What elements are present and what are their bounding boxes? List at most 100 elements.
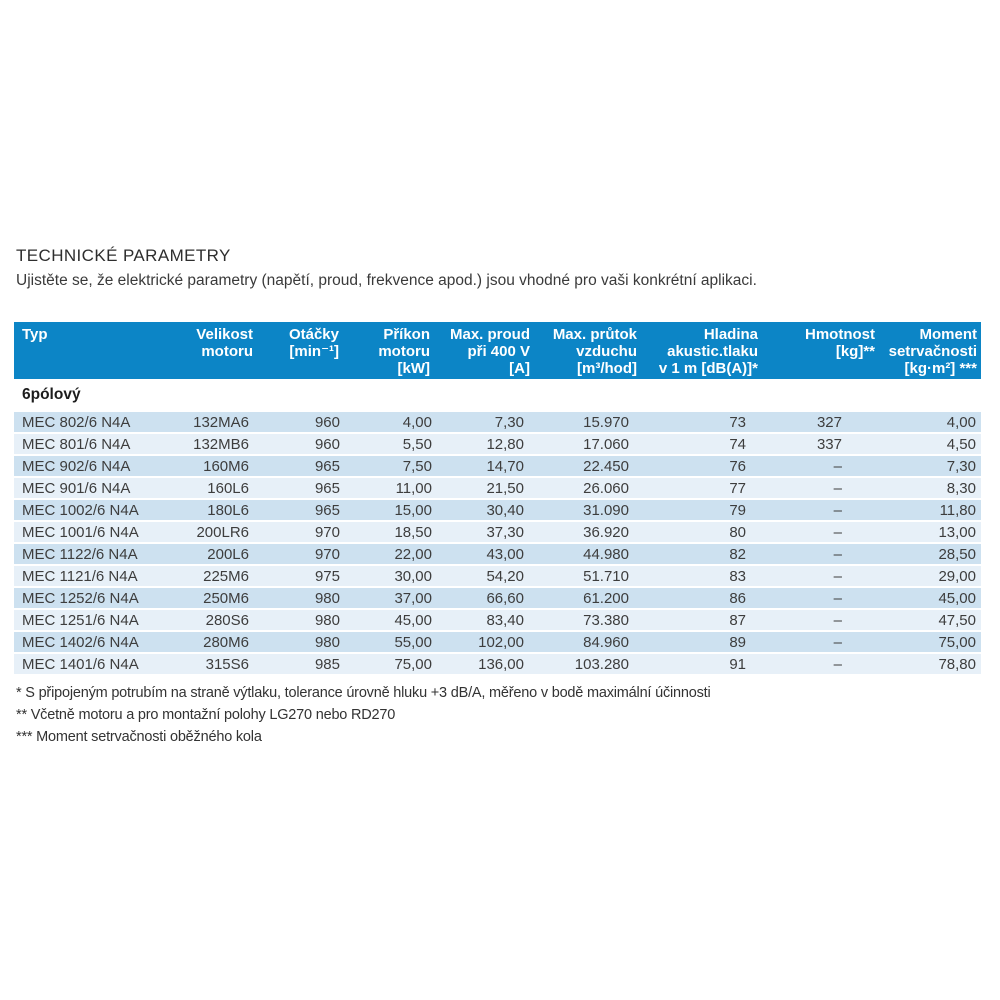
cell-value: 36.920 <box>534 522 641 544</box>
cell-value: – <box>762 610 879 632</box>
cell-value: 132MA6 <box>164 412 257 434</box>
cell-value: – <box>762 632 879 654</box>
page-title: TECHNICKÉ PARAMETRY <box>16 246 231 265</box>
cell-value: 44.980 <box>534 544 641 566</box>
footnote: *** Moment setrvačnosti oběžného kola <box>16 729 262 745</box>
cell-value: – <box>762 544 879 566</box>
cell-value: 91 <box>641 654 762 676</box>
cell-type: MEC 901/6 N4A <box>14 478 164 500</box>
cell-value: 28,50 <box>879 544 981 566</box>
column-header-line: Typ <box>22 326 48 343</box>
column-header-line: Hmotnost <box>805 326 875 343</box>
cell-value: 21,50 <box>434 478 534 500</box>
table-row: MEC 801/6 N4A 132MB6 960 5,50 12,80 17.060 74 3… <box>14 434 981 456</box>
cell-value: 15,00 <box>343 500 434 522</box>
cell-value: – <box>762 566 879 588</box>
cell-type: MEC 1252/6 N4A <box>14 588 164 610</box>
column-header-line: [kg]** <box>835 343 875 360</box>
cell-value: 250M6 <box>164 588 257 610</box>
cell-value: 200L6 <box>164 544 257 566</box>
cell-value: 30,40 <box>434 500 534 522</box>
cell-value: 17.060 <box>534 434 641 456</box>
cell-value: 14,70 <box>434 456 534 478</box>
cell-value: 47,50 <box>879 610 981 632</box>
cell-value: 7,30 <box>434 412 534 434</box>
cell-value: 975 <box>257 566 343 588</box>
column-header: Max. průtok vzduchu [m³/hod] <box>534 322 641 379</box>
column-header: Hladina akustic.tlaku v 1 m [dB(A)]* <box>641 322 762 379</box>
column-header-line: [A] <box>509 360 530 377</box>
cell-value: 45,00 <box>343 610 434 632</box>
table-row: MEC 1252/6 N4A 250M6 980 37,00 66,60 61.200 86… <box>14 588 981 610</box>
cell-value: 66,60 <box>434 588 534 610</box>
cell-value: 8,30 <box>879 478 981 500</box>
cell-type: MEC 1122/6 N4A <box>14 544 164 566</box>
column-header-line: [kg·m²] *** <box>904 360 977 377</box>
cell-value: 26.060 <box>534 478 641 500</box>
cell-value: 4,50 <box>879 434 981 456</box>
column-header-line: motoru <box>201 343 253 360</box>
cell-value: 980 <box>257 632 343 654</box>
footnote: ** Včetně motoru a pro montažní polohy L… <box>16 707 396 723</box>
table-row: MEC 1121/6 N4A 225M6 975 30,00 54,20 51.710 83… <box>14 566 981 588</box>
table-row: MEC 1001/6 N4A 200LR6 970 18,50 37,30 36.920 8… <box>14 522 981 544</box>
cell-value: 83,40 <box>434 610 534 632</box>
cell-value: 11,80 <box>879 500 981 522</box>
cell-type: MEC 1121/6 N4A <box>14 566 164 588</box>
cell-value: 75,00 <box>343 654 434 676</box>
parameters-table: Typ Velikost motoru Otáčky [min⁻¹] Příkon moto… <box>14 322 981 676</box>
table-row: MEC 802/6 N4A 132MA6 960 4,00 7,30 15.970 73 32… <box>14 412 981 434</box>
cell-value: 45,00 <box>879 588 981 610</box>
cell-value: 7,50 <box>343 456 434 478</box>
cell-value: 13,00 <box>879 522 981 544</box>
table-row: MEC 1002/6 N4A 180L6 965 15,00 30,40 31.090 79… <box>14 500 981 522</box>
cell-value: 22,00 <box>343 544 434 566</box>
footnotes: * S připojeným potrubím na straně výtlak… <box>16 682 711 748</box>
cell-value: – <box>762 478 879 500</box>
table-body: 6pólový MEC 802/6 N4A 132MA6 960 4,00 7,30 15… <box>14 379 981 676</box>
column-header-line: vzduchu <box>576 343 637 360</box>
cell-type: MEC 802/6 N4A <box>14 412 164 434</box>
column-header-line: [kW] <box>397 360 431 377</box>
column-header: Moment setrvačnosti [kg·m²] *** <box>879 322 981 379</box>
table-header: Typ Velikost motoru Otáčky [min⁻¹] Příkon moto… <box>14 322 981 379</box>
cell-value: – <box>762 500 879 522</box>
column-header-line: motoru <box>378 343 430 360</box>
cell-value: 136,00 <box>434 654 534 676</box>
column-header-line: Hladina <box>703 326 758 343</box>
column-header-line: Příkon <box>383 326 430 343</box>
cell-value: 86 <box>641 588 762 610</box>
cell-value: 132MB6 <box>164 434 257 456</box>
cell-value: 84.960 <box>534 632 641 654</box>
cell-value: 22.450 <box>534 456 641 478</box>
column-header: Typ <box>14 322 164 379</box>
cell-value: 5,50 <box>343 434 434 456</box>
cell-value: 4,00 <box>879 412 981 434</box>
cell-value: 75,00 <box>879 632 981 654</box>
cell-value: 980 <box>257 610 343 632</box>
cell-value: 18,50 <box>343 522 434 544</box>
table-header-row: Typ Velikost motoru Otáčky [min⁻¹] Příkon moto… <box>14 322 981 379</box>
cell-value: 280S6 <box>164 610 257 632</box>
table-row: MEC 902/6 N4A 160M6 965 7,50 14,70 22.450 76–7… <box>14 456 981 478</box>
cell-value: 80 <box>641 522 762 544</box>
footnote: * S připojeným potrubím na straně výtlak… <box>16 685 711 701</box>
cell-value: 980 <box>257 588 343 610</box>
cell-value: 985 <box>257 654 343 676</box>
column-header-line: Max. proud <box>449 326 530 343</box>
page-subtitle: Ujistěte se, že elektrické parametry (na… <box>16 272 757 289</box>
cell-value: 74 <box>641 434 762 456</box>
column-header-line: Velikost <box>196 326 253 343</box>
table-row: MEC 1251/6 N4A 280S6 980 45,00 83,40 73.380 87… <box>14 610 981 632</box>
cell-value: 11,00 <box>343 478 434 500</box>
cell-type: MEC 1402/6 N4A <box>14 632 164 654</box>
column-header: Max. proud při 400 V [A] <box>434 322 534 379</box>
cell-value: 4,00 <box>343 412 434 434</box>
section-label: 6pólový <box>14 379 981 412</box>
column-header-line: Max. průtok <box>552 326 637 343</box>
cell-value: 89 <box>641 632 762 654</box>
table-section-row: 6pólový <box>14 379 981 412</box>
column-header: Příkon motoru [kW] <box>343 322 434 379</box>
column-header: Hmotnost [kg]** <box>762 322 879 379</box>
